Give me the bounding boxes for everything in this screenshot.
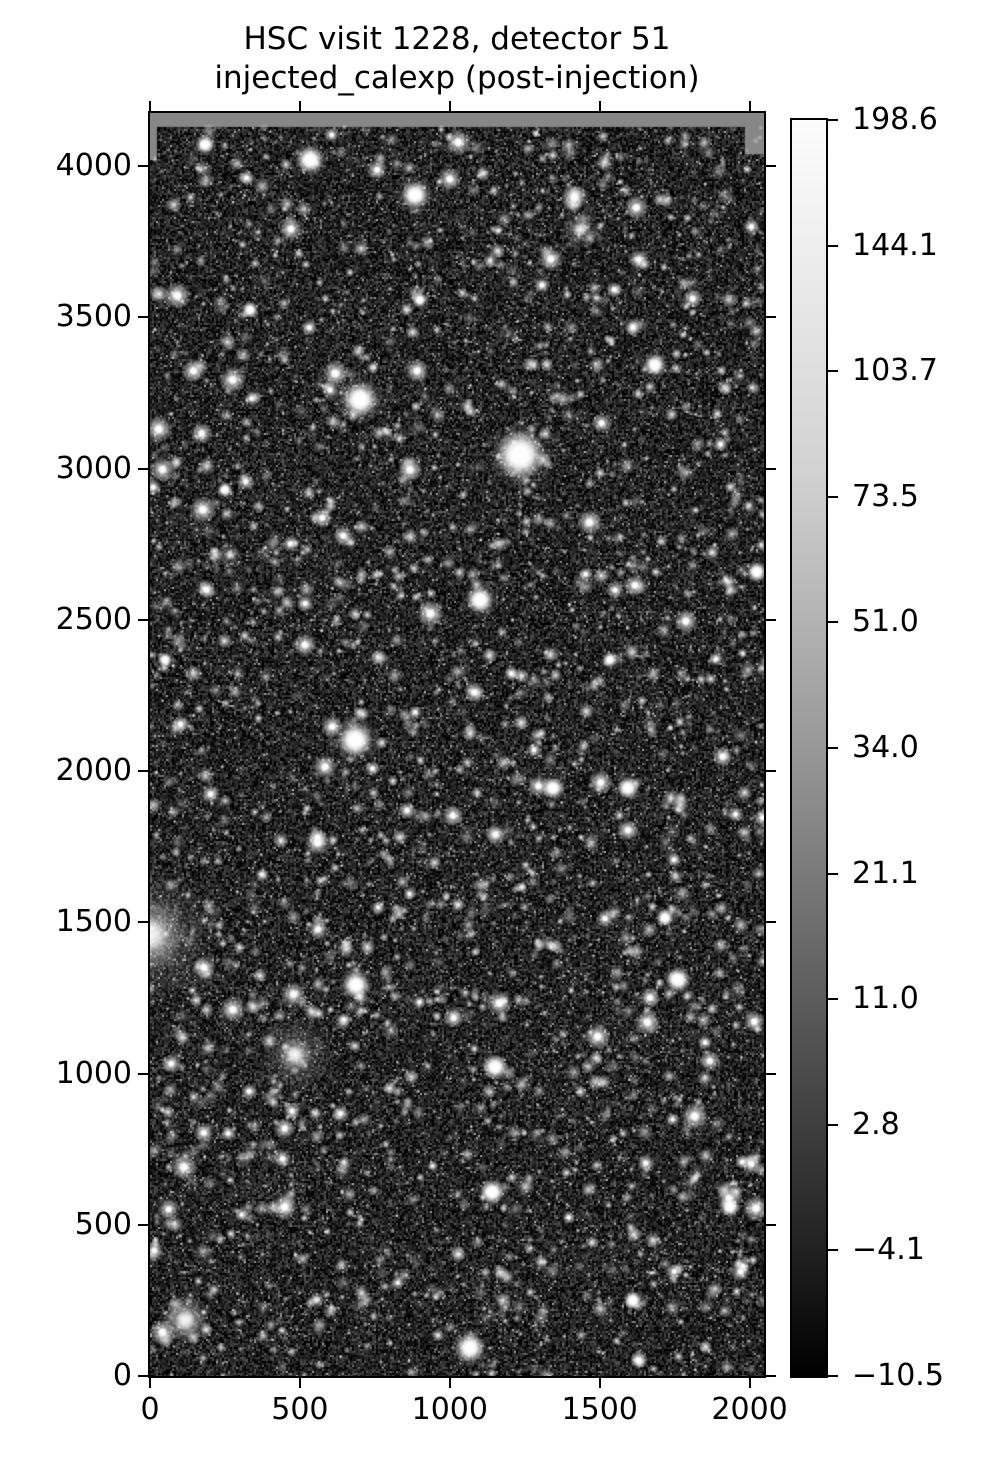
x-tick-top — [298, 101, 301, 111]
y-tick-right — [766, 165, 776, 168]
y-tick-right — [766, 316, 776, 319]
colorbar-tick — [828, 244, 838, 247]
y-tick-right — [766, 618, 776, 621]
x-tick-label: 500 — [271, 1392, 329, 1427]
sky-image-canvas — [150, 113, 764, 1376]
y-tick — [138, 1375, 148, 1377]
x-tick — [448, 1378, 451, 1388]
x-tick-top — [748, 101, 751, 111]
colorbar-tick — [828, 747, 838, 749]
y-tick-right — [766, 770, 776, 773]
y-tick-label: 0 — [112, 1358, 132, 1393]
colorbar-gradient — [792, 120, 826, 1376]
colorbar-tick — [828, 621, 838, 624]
colorbar-tick-label: 51.0 — [852, 604, 919, 640]
colorbar-tick-label: 144.1 — [852, 227, 938, 263]
x-tick-label: 1500 — [561, 1392, 638, 1427]
x-tick-label: 1000 — [411, 1392, 488, 1427]
image-plot-frame — [148, 111, 766, 1378]
y-tick-label: 4000 — [55, 148, 132, 184]
y-tick — [138, 921, 148, 924]
plot-title-line-1: HSC visit 1228, detector 51 — [243, 21, 671, 57]
colorbar-tick-label: 73.5 — [852, 478, 919, 514]
y-tick-right — [766, 921, 776, 924]
colorbar-tick — [828, 872, 838, 875]
y-tick — [138, 770, 148, 773]
colorbar-tick-label: 21.1 — [852, 855, 919, 891]
colorbar-tick-label: 198.6 — [852, 102, 938, 137]
x-tick — [298, 1378, 301, 1388]
x-tick — [748, 1378, 751, 1388]
plot-title: HSC visit 1228, detector 51 injected_cal… — [148, 20, 766, 98]
x-tick-label: 0 — [140, 1392, 160, 1427]
y-tick-right — [766, 1223, 776, 1226]
colorbar-tick — [828, 1123, 838, 1126]
y-tick-right — [766, 1375, 776, 1377]
colorbar-tick — [828, 998, 838, 1001]
colorbar — [790, 118, 828, 1378]
y-tick-label: 1500 — [55, 904, 132, 940]
colorbar-tick-label: 34.0 — [852, 730, 919, 765]
colorbar-tick — [828, 370, 838, 373]
y-tick — [138, 316, 148, 319]
colorbar-tick-label: −10.5 — [852, 1358, 944, 1393]
y-tick — [138, 1223, 148, 1226]
x-tick-label: 2000 — [711, 1392, 788, 1427]
y-tick-label: 3000 — [55, 450, 132, 486]
plot-title-line-2: injected_calexp (post-injection) — [214, 60, 700, 96]
colorbar-tick-label: 2.8 — [852, 1106, 900, 1142]
y-tick-right — [766, 467, 776, 470]
y-tick-label: 3500 — [55, 299, 132, 335]
y-tick — [138, 467, 148, 470]
colorbar-tick-label: 103.7 — [852, 353, 938, 389]
x-tick-top — [448, 101, 451, 111]
y-tick — [138, 1072, 148, 1075]
y-tick — [138, 618, 148, 621]
x-tick-top — [149, 101, 151, 111]
y-tick-label: 1000 — [55, 1055, 132, 1091]
colorbar-tick — [828, 1375, 838, 1377]
colorbar-tick-label: 11.0 — [852, 981, 919, 1017]
colorbar-tick — [828, 495, 838, 498]
x-tick — [149, 1378, 151, 1388]
y-tick-label: 2500 — [55, 601, 132, 637]
y-tick-right — [766, 1072, 776, 1075]
colorbar-tick — [828, 1249, 838, 1252]
y-tick-label: 2000 — [55, 753, 132, 789]
y-tick-label: 500 — [74, 1206, 132, 1242]
y-tick — [138, 165, 148, 168]
x-tick — [598, 1378, 601, 1388]
colorbar-tick — [828, 119, 838, 121]
colorbar-tick-label: −4.1 — [852, 1232, 925, 1268]
x-tick-top — [598, 101, 601, 111]
